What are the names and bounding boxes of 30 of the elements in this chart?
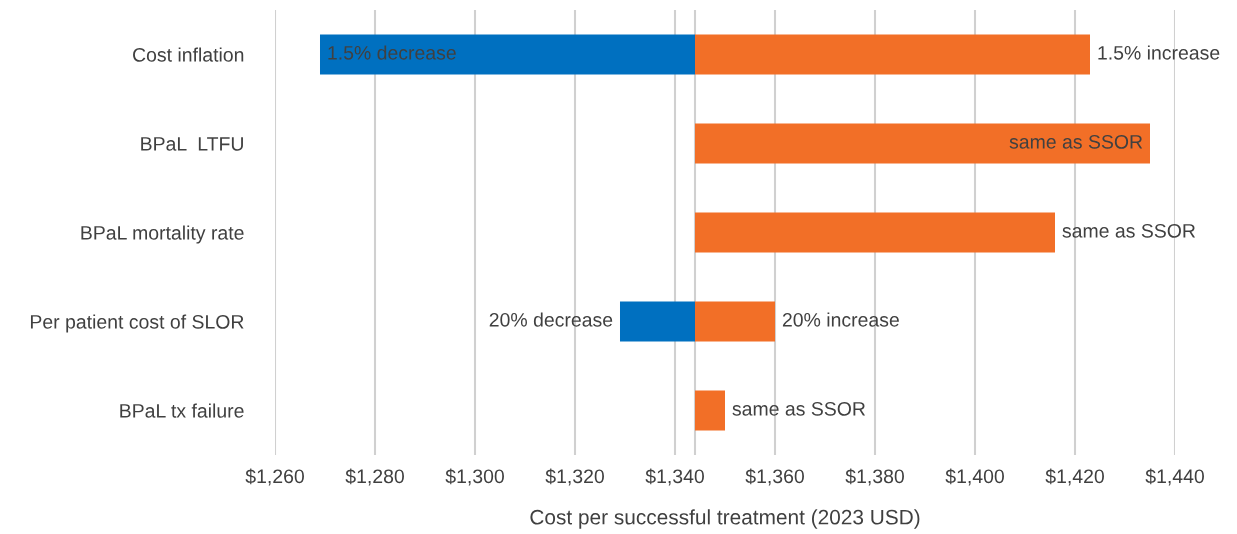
annotation: same as SSOR bbox=[732, 401, 866, 416]
annotation: 20% increase bbox=[782, 312, 899, 327]
bar bbox=[695, 212, 1055, 253]
x-tick-label: $1,280 bbox=[345, 468, 404, 486]
bar bbox=[320, 34, 695, 75]
x-tick-label: $1,400 bbox=[945, 468, 1004, 486]
x-tick-label: $1,340 bbox=[645, 468, 704, 486]
x-tick-label: $1,260 bbox=[245, 468, 304, 486]
annotation: same as SSOR bbox=[1009, 134, 1143, 149]
y-tick-label: Cost inflation bbox=[133, 47, 244, 62]
bar bbox=[695, 123, 1150, 164]
bar bbox=[695, 301, 775, 342]
x-tick-label: $1,300 bbox=[445, 468, 504, 486]
bar bbox=[620, 301, 695, 342]
y-tick-label: BPaL mortality rate bbox=[81, 225, 244, 244]
annotation: same as SSOR bbox=[1062, 223, 1196, 238]
x-tick-label: $1,380 bbox=[845, 468, 904, 486]
annotation: 1.5% increase bbox=[1098, 45, 1220, 60]
x-tick-label: $1,320 bbox=[545, 468, 604, 486]
x-tick-label: $1,420 bbox=[1045, 468, 1104, 486]
y-tick-label: Per patient cost of SLOR bbox=[30, 314, 244, 333]
annotation: 20% decrease bbox=[489, 312, 613, 327]
bar bbox=[695, 34, 1090, 75]
x-tick-label: $1,360 bbox=[745, 468, 804, 486]
annotation: 1.5% decrease bbox=[328, 45, 456, 60]
y-tick-label: BPaL LTFU bbox=[141, 137, 243, 151]
x-tick-label: $1,440 bbox=[1145, 468, 1204, 486]
x-axis-title: Cost per successful treatment (2023 USD) bbox=[530, 509, 920, 529]
y-tick-label: BPaL tx failure bbox=[120, 403, 244, 418]
bar bbox=[695, 390, 725, 431]
